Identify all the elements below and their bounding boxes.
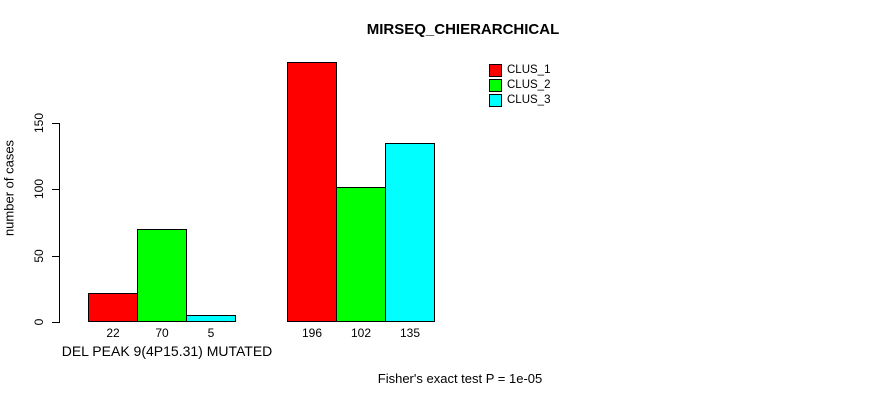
legend-item: CLUS_2: [489, 79, 550, 92]
bar-value-label: 196: [301, 326, 323, 340]
bar: [287, 62, 337, 322]
legend-swatch: [489, 79, 502, 92]
pvalue-annotation: Fisher's exact test P = 1e-05: [377, 371, 543, 386]
x-axis-category-label: DEL PEAK 9(4P15.31) MUTATED: [61, 343, 273, 359]
y-tick-label: 50: [32, 249, 46, 263]
y-tick: [52, 256, 59, 257]
y-tick: [52, 322, 59, 323]
legend-item: CLUS_3: [489, 94, 550, 107]
legend-item: CLUS_1: [489, 64, 550, 77]
bar-value-label: 70: [155, 326, 169, 340]
legend-swatch: [489, 64, 502, 77]
y-tick-label: 100: [32, 178, 46, 200]
bar-value-label: 135: [399, 326, 421, 340]
y-axis-line: [59, 123, 60, 323]
bar-value-label: 5: [207, 326, 215, 340]
y-tick-label: 150: [32, 112, 46, 134]
bar-value-label: 22: [106, 326, 120, 340]
legend-label: CLUS_1: [507, 64, 551, 76]
legend-label: CLUS_2: [507, 79, 551, 91]
y-tick: [52, 189, 59, 190]
bar: [88, 293, 138, 322]
y-tick-label: 0: [32, 318, 46, 326]
bar: [336, 187, 386, 322]
bar-value-label: 102: [350, 326, 372, 340]
bar: [137, 229, 187, 322]
y-axis-title: number of cases: [1, 139, 17, 237]
legend: CLUS_1 CLUS_2 CLUS_3: [489, 64, 550, 107]
bar: [186, 315, 236, 322]
y-tick: [52, 123, 59, 124]
chart-title: MIRSEQ_CHIERARCHICAL: [366, 21, 560, 38]
legend-swatch: [489, 94, 502, 107]
bar: [385, 143, 435, 322]
legend-label: CLUS_3: [507, 94, 551, 106]
